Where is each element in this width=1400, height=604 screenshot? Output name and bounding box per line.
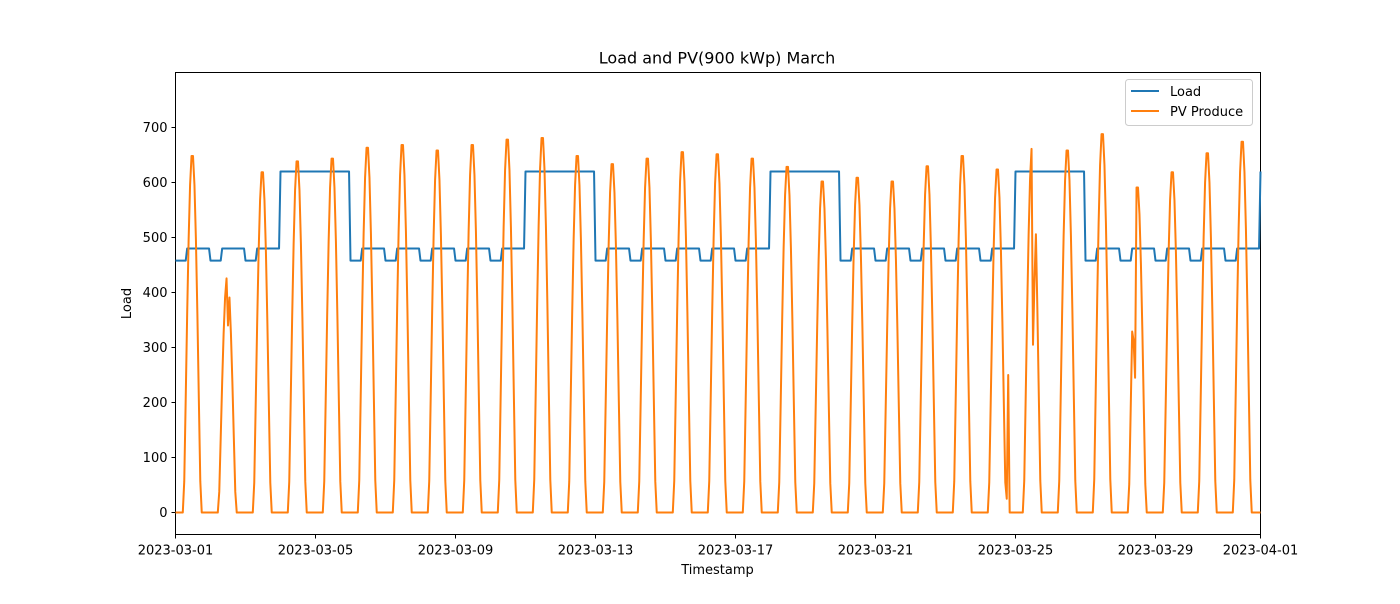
legend-label-load: Load (1170, 85, 1201, 100)
x-tick-label: 2023-03-25 (978, 544, 1054, 559)
x-axis: 2023-03-01 2023-03-05 2023-03-09 2023-03-13… (138, 534, 1299, 559)
series-layer (175, 133, 1262, 514)
y-tick-label: 500 (143, 231, 168, 246)
y-tick-label: 200 (143, 396, 168, 411)
y-axis-label: Load (120, 288, 135, 319)
x-tick-label: 2023-03-21 (838, 544, 914, 559)
series-line-pv-produce (175, 133, 1261, 514)
x-axis-label: Timestamp (680, 563, 754, 578)
x-tick-label: 2023-03-09 (418, 544, 494, 559)
y-tick-label: 600 (143, 176, 168, 191)
plot-area-frame (175, 72, 1261, 535)
y-tick-label: 700 (143, 121, 168, 136)
x-tick-label: 2023-03-17 (698, 544, 774, 559)
x-tick-label: 2023-03-05 (278, 544, 354, 559)
legend-label-pv-produce: PV Produce (1170, 105, 1243, 120)
y-tick-label: 100 (143, 451, 168, 466)
y-axis: 0 100 200 300 400 500 600 700 (143, 121, 176, 521)
x-tick-label: 2023-03-01 (138, 544, 214, 559)
legend: Load PV Produce (1125, 79, 1253, 126)
series-line-load (175, 170, 1262, 262)
y-tick-label: 300 (143, 341, 168, 356)
x-tick-label: 2023-03-29 (1118, 544, 1194, 559)
y-tick-label: 0 (159, 506, 167, 521)
chart-title: Load and PV(900 kWp) March (599, 49, 835, 68)
x-tick-label: 2023-03-13 (558, 544, 634, 559)
x-tick-label: 2023-04-01 (1223, 544, 1299, 559)
y-tick-label: 400 (143, 286, 168, 301)
